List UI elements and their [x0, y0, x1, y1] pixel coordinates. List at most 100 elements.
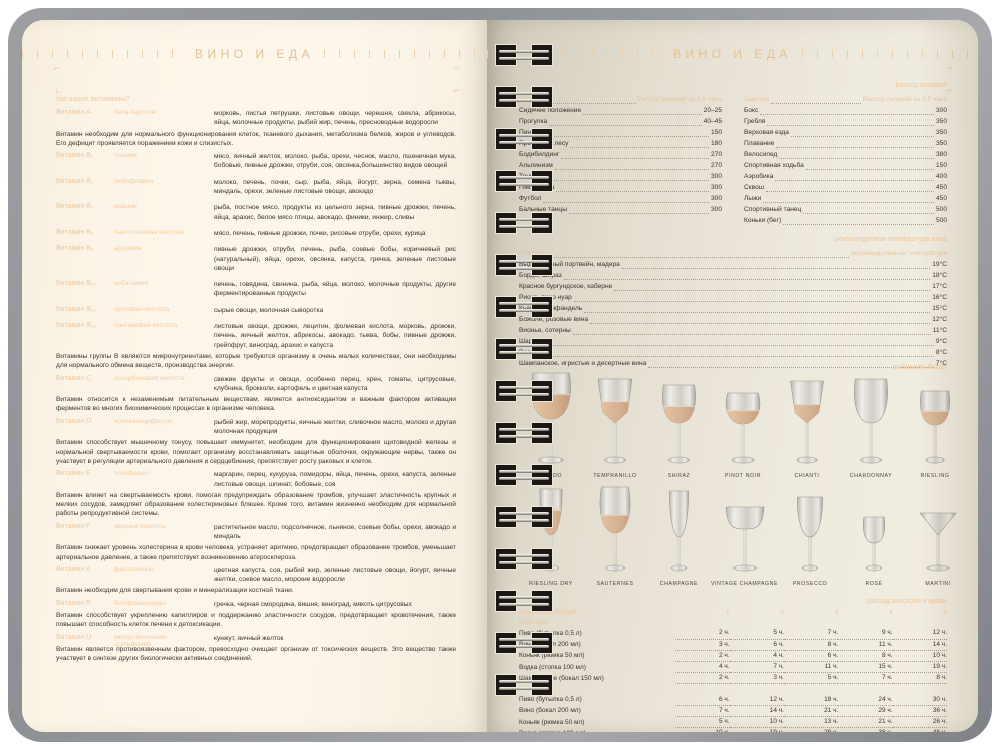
vitamin-food-sources: листовые овощи, дрожжи, лецитин, фолиева…: [214, 323, 456, 349]
spiral-wire: [499, 512, 549, 515]
wine-glass-label: SHIRAZ: [667, 473, 691, 479]
table-row: Вионье, сотерны 11°C: [519, 326, 947, 337]
leader-dots: [573, 293, 931, 302]
spiral-block-right: [531, 506, 553, 528]
row-label: Спортивная ходьба: [744, 162, 804, 169]
spiral-ring: [495, 254, 553, 276]
alcohol-drink-label: Коньяк (рюмка 50 мл): [519, 718, 585, 726]
row-value: 270: [710, 151, 722, 158]
calories-table-right: Занятие Расход калорий за 0,5 часа Бокс 300…: [744, 95, 947, 227]
spiral-block-left: [495, 86, 517, 108]
vitamin-description: Витамин влияет на свертываемость крови, …: [56, 491, 456, 518]
spiral-block-left: [495, 254, 517, 276]
leader-dots: [805, 161, 934, 170]
vitamin-food-sources: растительное масло, подсолнечное, льняно…: [214, 523, 456, 540]
vitamin-alt-name: жирные кислоты: [114, 522, 167, 530]
row-label: Бокс: [744, 107, 759, 114]
vitamin-name: Витамин B₁: [56, 152, 94, 160]
row-value: 19°C: [932, 261, 947, 268]
table-row: Спортивный танец 500: [744, 205, 947, 216]
row-label: Бодибилдинг: [519, 151, 560, 158]
alcohol-hours-value: 5 ч.: [783, 673, 839, 685]
header-tick-decoration-right-r: [802, 47, 978, 61]
alcohol-hours-value: 10 ч.: [892, 651, 947, 663]
vitamin-food-sources: мясо, печень, пивные дрожжи, почки, рисо…: [214, 229, 426, 237]
leader-dots: [783, 216, 934, 225]
vitamin-alt-name: адермин: [114, 245, 142, 253]
spiral-wire: [499, 344, 549, 347]
spiral-block-left: [495, 380, 517, 402]
vitamin-food-sources: свежие фрукты и овощи, особенно перец, х…: [214, 375, 456, 392]
alcohol-row: Водка (стопка 100 мл) 4 ч. 7 ч. 11 ч. 15 ч. 1…: [519, 662, 947, 674]
alcohol-hours-value: 10 ч.: [729, 717, 784, 729]
table-row: Шампанское, игристые и десертные вина 7°C: [519, 359, 947, 370]
spiral-ring: [495, 86, 553, 108]
spiral-wire: [499, 519, 549, 522]
alcohol-hours-value: 6 ч.: [675, 695, 730, 706]
notebook-pages: ВИНО И ЕДА ⌐ ¬ ∟ ⌐ где какие витамины? В…: [22, 20, 978, 732]
vitamin-food-sources: печень, говядина, свинина, рыба, яйца, м…: [214, 281, 456, 298]
spiral-wire: [499, 386, 549, 389]
vitamin-food-sources: рыба, постное мясо, продукты из цельного…: [214, 204, 456, 221]
wine-glass-item: PINOT NOIR: [711, 353, 775, 479]
row-value: 16°C: [932, 294, 947, 301]
leader-dots: [542, 172, 709, 181]
vitamin-entry: Витамин C аскорбиновая кислота свежие фрук…: [56, 375, 456, 394]
alcohol-hours-value: [893, 684, 947, 694]
left-page-header: ВИНО И ЕДА: [22, 42, 487, 66]
alcohol-drink-label: Шампанское (бокал 150 мл): [519, 674, 604, 682]
row-value: 17°C: [932, 283, 947, 290]
leader-dots: [584, 304, 931, 313]
leader-dots: [563, 271, 931, 280]
leader-dots: [554, 161, 709, 170]
wine-glass-label: PINOT NOIR: [724, 473, 762, 479]
alcohol-row: Водка (стопка 100 мл)10 ч.19 ч.29 ч.38 ч…: [519, 728, 947, 732]
vitamin-description: Витамин способствует мышечному тонусу, п…: [56, 439, 456, 465]
vitamin-name: Витамин U: [56, 633, 92, 641]
alcohol-row: Вино (бокал 200 мл) 7 ч. 14 ч. 21 ч. 29 ч. 36…: [519, 706, 947, 718]
spiral-wire: [499, 183, 549, 186]
table-header-row: Занятие Расход калорий за 0,5 часа: [744, 95, 947, 106]
alcohol-hours-value: 2 ч.: [675, 628, 730, 640]
vitamin-name: Витамин A: [56, 109, 91, 116]
spiral-block-right: [531, 422, 553, 444]
alcohol-hours-value: 7 ч.: [783, 628, 839, 640]
table-row: Гребля 350: [744, 117, 947, 128]
temperature-section-label: рекомендуемая температура вина: [834, 236, 947, 243]
leader-dots: [779, 150, 934, 159]
alcohol-header-row: Женщины: [519, 684, 947, 694]
wine-glass-label: RIESLING DRY: [529, 581, 573, 587]
alcohol-hours-value: [675, 618, 729, 628]
leader-dots: [549, 337, 934, 346]
spiral-ring: [495, 590, 553, 612]
spiral-block-right: [531, 380, 553, 402]
alcohol-hours-value: 8 ч.: [892, 673, 947, 685]
vitamin-name: Витамин B₂: [56, 177, 94, 185]
vitamin-alt-name: биофлавоноиды: [114, 599, 167, 607]
alcohol-drink-label: Коньяк (рюмка 50 мл): [519, 652, 585, 660]
leader-dots: [572, 326, 931, 335]
spiral-block-right: [531, 86, 553, 108]
spiral-wire: [499, 176, 549, 179]
spiral-wire: [499, 428, 549, 431]
alcohol-hours-value: 4 ч.: [675, 662, 730, 674]
table-row: Плавание 350: [744, 139, 947, 150]
alcohol-hours-value: 8 ч.: [783, 640, 839, 651]
vitamin-entry: Витамин D холекальциферол рыбий жир, мореп…: [56, 418, 456, 437]
wine-glass-item: CHAMPAGNE: [647, 461, 711, 587]
row-label: Бальные танцы: [519, 206, 567, 213]
row-label: Верховая езда: [744, 129, 789, 136]
spiral-block-left: [495, 506, 517, 528]
vitamin-entry: Витамин B₆ адермин пивные дрожжи, отруби, …: [56, 245, 456, 273]
wine-glass-icon: [775, 353, 839, 470]
row-label: Выдержанный портвейн, мадера: [519, 261, 620, 268]
vitamin-description: Витамин снижает уровень холестерина в кр…: [56, 544, 456, 561]
wine-glass-icon: [711, 461, 778, 578]
spiral-block-right: [531, 338, 553, 360]
spiral-block-right: [531, 674, 553, 696]
alcohol-row: Коньяк (рюмка 50 мл) 5 ч. 10 ч. 13 ч. 21 ч. 2…: [519, 717, 947, 729]
alcohol-hours-value: 12 ч.: [729, 695, 784, 706]
row-value: 350: [935, 129, 947, 136]
wine-glass-label: ROSÉ: [865, 581, 883, 587]
